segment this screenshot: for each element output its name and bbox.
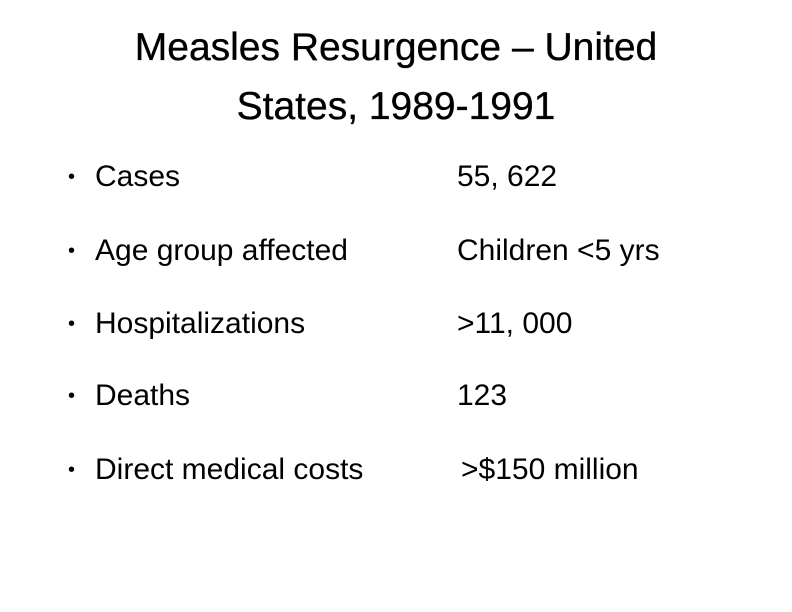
bullet-icon: • (68, 166, 76, 188)
bullet-value: >11, 000 (457, 307, 573, 340)
slide-title-line-2: States, 1989-1991 (236, 85, 556, 128)
bullet-value: 55, 622 (457, 160, 558, 193)
bullet-item-direct-medical-costs: • Direct medical costs >$150 million (68, 450, 768, 490)
bullet-label: Direct medical costs (95, 453, 364, 486)
bullet-value: 123 (457, 379, 508, 412)
bullet-icon: • (68, 313, 76, 335)
bullet-value: Children <5 yrs (457, 234, 660, 267)
bullet-item-hospitalizations: • Hospitalizations >11, 000 (68, 304, 768, 344)
bullet-icon: • (68, 240, 76, 262)
bullet-icon: • (68, 459, 76, 481)
bullet-label: Deaths (95, 379, 191, 412)
bullet-item-deaths: • Deaths 123 (68, 376, 768, 416)
bullet-value: >$150 million (461, 453, 639, 486)
slide-title: Measles Resurgence – United States, 1989… (46, 18, 746, 136)
bullet-label: Hospitalizations (95, 307, 306, 340)
bullet-label: Cases (95, 160, 181, 193)
bullet-label: Age group affected (95, 234, 348, 267)
bullet-item-age-group: • Age group affected Children <5 yrs (68, 231, 768, 271)
bullet-icon: • (68, 385, 76, 407)
bullet-item-cases: • Cases 55, 622 (68, 157, 768, 197)
slide-title-line-1: Measles Resurgence – United (134, 26, 658, 69)
